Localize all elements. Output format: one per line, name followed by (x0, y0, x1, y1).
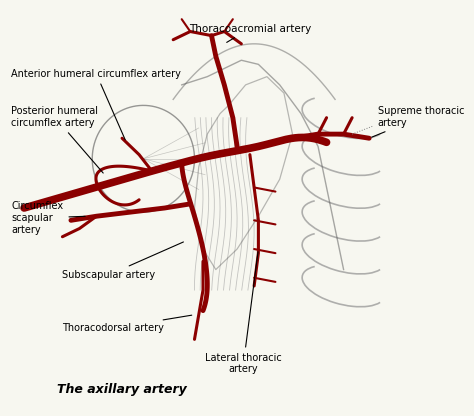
Text: Anterior humeral circumflex artery: Anterior humeral circumflex artery (11, 69, 181, 140)
Text: Posterior humeral
circumflex artery: Posterior humeral circumflex artery (11, 106, 103, 173)
Text: Circumflex
scapular
artery: Circumflex scapular artery (11, 201, 85, 235)
Text: The axillary artery: The axillary artery (57, 383, 187, 396)
Text: Lateral thoracic
artery: Lateral thoracic artery (205, 252, 282, 374)
Text: Supreme thoracic
artery: Supreme thoracic artery (372, 106, 464, 137)
Text: Subscapular artery: Subscapular artery (63, 242, 183, 280)
Text: Thoracoacromial artery: Thoracoacromial artery (189, 24, 311, 42)
Text: Thoracodorsal artery: Thoracodorsal artery (63, 315, 192, 333)
